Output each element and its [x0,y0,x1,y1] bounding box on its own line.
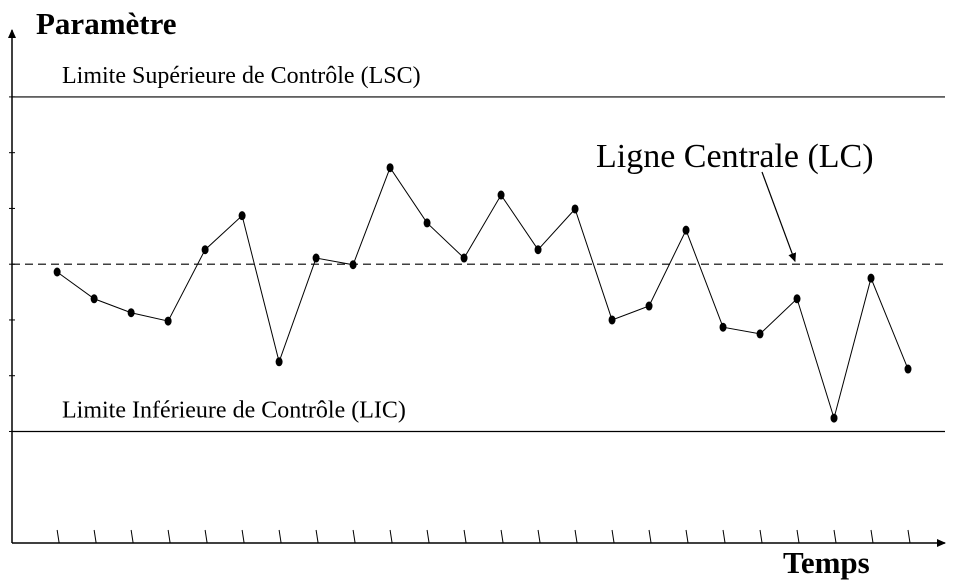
data-line [56,166,909,420]
data-point [867,273,875,283]
x-tick [648,529,652,544]
x-tick [611,529,615,544]
x-tick [907,529,911,544]
x-tick [241,529,245,544]
data-point [608,315,616,325]
data-point [53,267,61,277]
data-point [719,322,727,332]
x-tick [537,529,541,544]
x-tick [759,529,763,544]
x-tick [426,529,430,544]
data-point [238,211,246,221]
x-tick [167,529,171,544]
data-point [793,294,801,304]
data-point [201,245,209,255]
data-point [534,245,542,255]
reference-label: Limite Inférieure de Contrôle (LIC) [62,397,406,423]
data-point [830,413,838,423]
x-tick [685,529,689,544]
x-tick [796,529,800,544]
x-axis-label: Temps [783,545,870,580]
data-point [127,308,135,318]
x-tick [500,529,504,544]
data-point [275,357,283,367]
data-point [756,329,764,339]
x-tick [722,529,726,544]
x-tick [389,529,393,544]
x-tick [315,529,319,544]
data-point [312,253,320,263]
data-point [497,190,505,200]
data-point [349,260,357,270]
data-point [645,301,653,311]
x-tick [56,529,60,544]
x-tick [463,529,467,544]
data-point [90,294,98,304]
x-tick [204,529,208,544]
x-tick [574,529,578,544]
data-point [460,253,468,263]
x-tick [130,529,134,544]
reference-label: Limite Supérieure de Contrôle (LSC) [62,63,421,89]
reference-label: Ligne Centrale (LC) [596,138,874,175]
x-tick [278,529,282,544]
y-axis-label: Paramètre [36,6,177,41]
x-tick [870,529,874,544]
x-tick [833,529,837,544]
data-point [423,218,431,228]
data-point [904,364,912,374]
x-tick [352,529,356,544]
x-tick [93,529,97,544]
data-point [571,204,579,214]
data-point [386,163,394,173]
data-point [682,225,690,235]
annotation-arrow [761,171,796,263]
data-point [164,316,172,326]
